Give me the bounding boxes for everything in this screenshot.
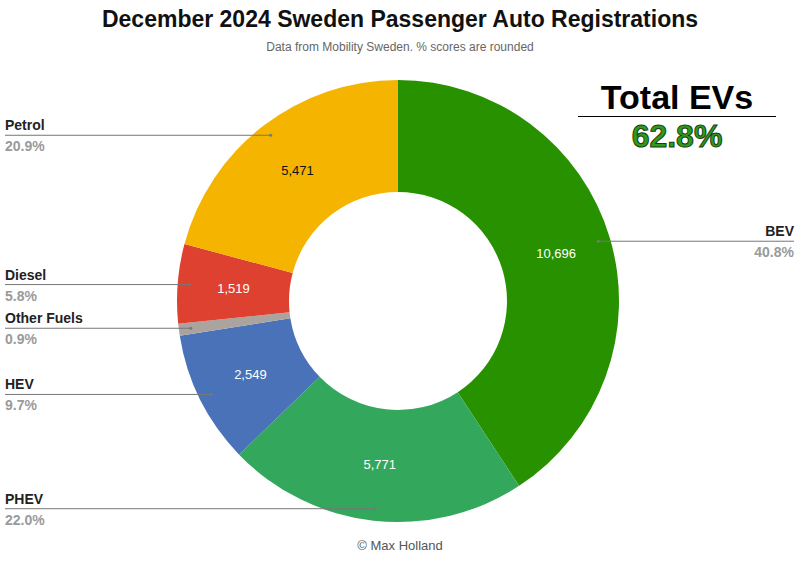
svg-text:0.9%: 0.9% — [8, 331, 37, 347]
svg-text:9.7%: 9.7% — [8, 397, 37, 413]
html-text:© Max Holland: © Max Holland — [357, 538, 443, 553]
svg-text:22.0%: 22.0% — [8, 512, 45, 528]
html-text:December 2024 Sweden Passenger: December 2024 Sweden Passenger Auto Regi… — [102, 6, 698, 32]
html-text:Data from Mobility Sweden. % s: Data from Mobility Sweden. % scores are … — [266, 40, 534, 54]
html-text:62.8%: 62.8% — [631, 118, 723, 154]
svg-text:20.9%: 20.9% — [8, 138, 45, 154]
svg-text:Petrol: Petrol — [8, 117, 45, 133]
svg-text:5.8%: 5.8% — [8, 288, 37, 304]
svg-text:5,471: 5,471 — [281, 163, 314, 178]
svg-text:HEV: HEV — [8, 376, 34, 392]
svg-text:1,519: 1,519 — [217, 281, 250, 296]
svg-text:10,696: 10,696 — [536, 246, 576, 261]
svg-text:Diesel: Diesel — [8, 267, 46, 283]
svg-text:2,549: 2,549 — [234, 367, 267, 382]
svg-text:40.8%: 40.8% — [754, 244, 792, 260]
html-text:Total EVs: Total EVs — [600, 78, 754, 116]
svg-text:5,771: 5,771 — [363, 457, 396, 472]
svg-text:Other Fuels: Other Fuels — [8, 310, 83, 326]
svg-text:PHEV: PHEV — [8, 491, 44, 507]
svg-text:BEV: BEV — [765, 223, 792, 239]
